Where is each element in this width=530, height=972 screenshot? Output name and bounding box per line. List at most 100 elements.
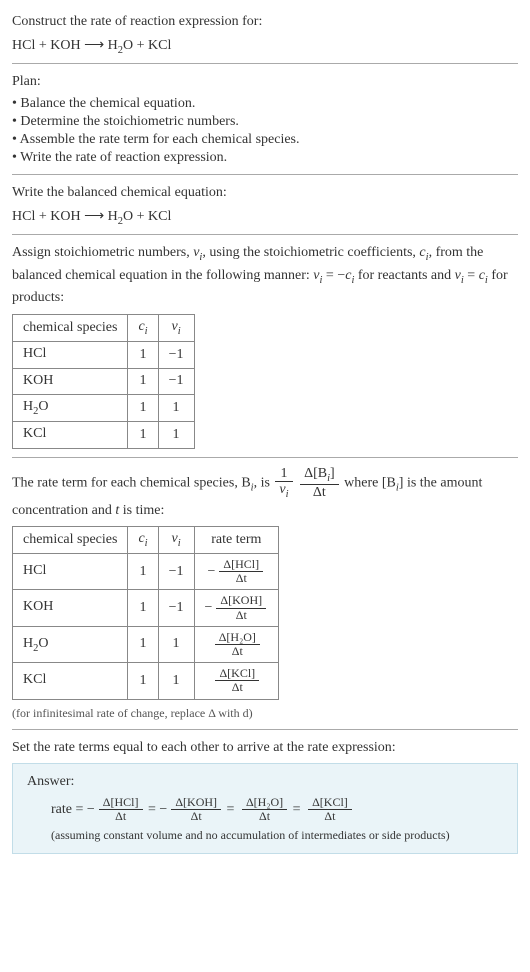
- answer-assume: (assuming constant volume and no accumul…: [51, 828, 503, 843]
- cell-nu: 1: [158, 422, 194, 449]
- cell-nu: 1: [158, 663, 194, 699]
- eq-sign: =: [148, 802, 159, 817]
- cell-nu: −1: [158, 554, 194, 590]
- cell-ci: 1: [128, 395, 158, 422]
- den: νi: [275, 482, 292, 500]
- divider: [12, 234, 518, 235]
- cell-rate: −Δ[KOH]Δt: [194, 590, 279, 626]
- eq-sign: =: [227, 802, 238, 817]
- col-rate: rate term: [194, 527, 279, 554]
- prompt-section: Construct the rate of reaction expressio…: [12, 12, 518, 55]
- num-pre: Δ[B: [304, 466, 327, 481]
- cell-nu: −1: [158, 341, 194, 368]
- sp-post: O: [38, 399, 48, 414]
- text-a: The rate term for each chemical species,…: [12, 476, 251, 491]
- num: Δ[HCl]: [99, 796, 143, 810]
- cell-species: H2O: [13, 395, 128, 422]
- plan-section: Plan: • Balance the chemical equation. •…: [12, 72, 518, 166]
- answer-label: Answer:: [27, 774, 503, 790]
- sign: −: [208, 564, 216, 579]
- answer-box: Answer: rate = −Δ[HCl]Δt = −Δ[KOH]Δt = Δ…: [12, 763, 518, 853]
- cell-species: KOH: [13, 590, 128, 626]
- rateterm-note: (for infinitesimal rate of change, repla…: [12, 706, 518, 721]
- ci-sub: i: [145, 326, 148, 337]
- rel-p-eq: =: [464, 268, 479, 283]
- text-a: Assign stoichiometric numbers,: [12, 245, 193, 260]
- final-heading: Set the rate terms equal to each other t…: [12, 738, 518, 758]
- eq-right-post: O + KCl: [123, 209, 171, 224]
- col-ci: ci: [128, 527, 158, 554]
- cell-ci: 1: [128, 590, 158, 626]
- sp-post: O: [38, 636, 48, 651]
- plan-item: • Determine the stoichiometric numbers.: [12, 114, 518, 130]
- frac-rate: Δ[KOH]Δt: [216, 594, 266, 621]
- sign: −: [159, 802, 167, 817]
- frac-rate: Δ[HCl]Δt: [219, 558, 263, 585]
- cell-species: KCl: [13, 663, 128, 699]
- rate-expression: rate = −Δ[HCl]Δt = −Δ[KOH]Δt = Δ[H₂O]Δt …: [51, 796, 503, 823]
- divider: [12, 63, 518, 64]
- cell-rate: Δ[H₂O]Δt: [194, 626, 279, 662]
- table-row: HCl 1 −1: [13, 341, 195, 368]
- balanced-equation: HCl + KOH ⟶ H2O + KCl: [12, 207, 518, 227]
- plan-item: • Balance the chemical equation.: [12, 96, 518, 112]
- col-species: chemical species: [13, 314, 128, 341]
- cell-species: KCl: [13, 422, 128, 449]
- eq-arrow: ⟶: [84, 36, 104, 52]
- sign: −: [205, 600, 213, 615]
- plan-heading: Plan:: [12, 72, 518, 92]
- sp-pre: HCl: [23, 346, 46, 361]
- eq-right-h2o: H: [108, 38, 118, 53]
- den: Δt: [215, 645, 260, 658]
- cell-species: HCl: [13, 554, 128, 590]
- den: Δt: [99, 810, 143, 823]
- col-nu: νi: [158, 314, 194, 341]
- frac-term: Δ[H₂O]Δt: [242, 796, 287, 823]
- sp-pre: KOH: [23, 373, 53, 388]
- sp-pre: KCl: [23, 426, 46, 441]
- table-row: KOH 1 −1: [13, 368, 195, 395]
- rel-eq: = −: [322, 268, 345, 283]
- plan-item: • Assemble the rate term for each chemic…: [12, 132, 518, 148]
- stoich-table: chemical species ci νi HCl 1 −1 KOH 1 −1…: [12, 314, 195, 449]
- rateterm-table: chemical species ci νi rate term HCl 1 −…: [12, 526, 279, 699]
- den: Δt: [219, 572, 263, 585]
- eq-left: HCl + KOH: [12, 209, 81, 224]
- prompt-line1: Construct the rate of reaction expressio…: [12, 12, 518, 32]
- col-species: chemical species: [13, 527, 128, 554]
- num: Δ[HCl]: [219, 558, 263, 572]
- plan-item: • Write the rate of reaction expression.: [12, 150, 518, 166]
- cell-ci: 1: [128, 341, 158, 368]
- cell-ci: 1: [128, 422, 158, 449]
- sp-pre: H: [23, 636, 33, 651]
- rate-label: rate =: [51, 802, 87, 817]
- num: 1: [275, 466, 292, 482]
- num: Δ[H₂O]: [242, 796, 287, 810]
- table-row: KOH 1 −1 −Δ[KOH]Δt: [13, 590, 279, 626]
- den: Δt: [242, 810, 287, 823]
- cell-rate: Δ[KCl]Δt: [194, 663, 279, 699]
- frac-term: Δ[HCl]Δt: [99, 796, 143, 823]
- eq-arrow: ⟶: [84, 207, 104, 223]
- prompt-equation: HCl + KOH ⟶ H2O + KCl: [12, 36, 518, 56]
- table-row: HCl 1 −1 −Δ[HCl]Δt: [13, 554, 279, 590]
- frac-term: Δ[KOH]Δt: [171, 796, 221, 823]
- plan-list: • Balance the chemical equation. • Deter…: [12, 96, 518, 166]
- cell-rate: −Δ[HCl]Δt: [194, 554, 279, 590]
- den: Δt: [216, 609, 266, 622]
- eq-right-h2o-tail: O + KCl: [123, 38, 171, 53]
- eq-right-pre: H: [108, 209, 118, 224]
- cell-nu: 1: [158, 626, 194, 662]
- frac-rate: Δ[KCl]Δt: [215, 667, 259, 694]
- den: Δt: [308, 810, 352, 823]
- cell-species: HCl: [13, 341, 128, 368]
- text-b: , using the stoichiometric coefficients,: [202, 245, 419, 260]
- sp-pre: HCl: [23, 563, 46, 578]
- den: Δt: [215, 681, 259, 694]
- cell-nu: −1: [158, 590, 194, 626]
- cell-species: H2O: [13, 626, 128, 662]
- sp-pre: KCl: [23, 672, 46, 687]
- table-header-row: chemical species ci νi rate term: [13, 527, 279, 554]
- text-e: is time:: [119, 503, 164, 518]
- num: Δ[KOH]: [171, 796, 221, 810]
